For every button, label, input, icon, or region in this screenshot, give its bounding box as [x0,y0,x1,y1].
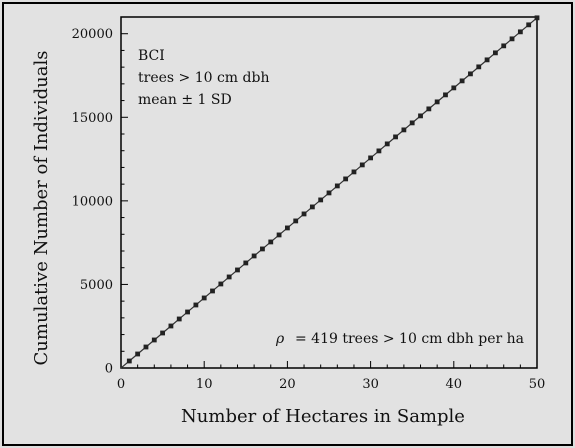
data-point [384,141,390,147]
data-point [243,260,249,266]
data-point [160,330,165,336]
data-point [334,183,340,189]
x-axis: 0 10 20 30 40 50 [117,361,545,392]
data-point [526,22,532,28]
y-axis-title: Cumulative Number of Individuals [31,51,52,366]
data-point [484,57,490,63]
annotation-rho-symbol: ρ [275,331,285,347]
data-point [476,64,482,70]
data-point [409,120,415,126]
data-point [376,148,382,154]
data-point [401,127,407,133]
data-point [201,295,207,301]
data-point [493,50,498,56]
data-point [309,204,315,210]
data-point [418,113,423,119]
data-point [193,302,199,308]
data-point [235,267,240,273]
data-point [260,246,265,252]
data-point [135,351,141,357]
data-point [293,218,299,224]
data-point [534,15,540,21]
annotation-statistic: mean ± 1 SD [138,92,232,108]
data-point [393,134,398,140]
data-point [301,211,307,217]
data-point [226,274,232,280]
data-point [351,169,357,175]
y-tick-label: 15000 [72,111,113,126]
data-point [326,190,332,196]
data-point [126,358,132,364]
data-point [176,316,182,322]
x-tick-label: 30 [362,377,379,392]
x-tick-label: 50 [529,377,546,392]
plot-area [120,16,538,369]
data-point [318,197,324,203]
data-point [185,309,190,315]
data-point [285,225,290,231]
y-tick-label: 10000 [72,194,113,209]
y-tick-label: 0 [105,362,113,377]
data-point [517,29,523,35]
annotation-site: BCI [138,48,165,64]
data-point [359,162,365,168]
data-point [168,323,174,329]
data-series [120,15,540,369]
x-tick-label: 40 [446,377,463,392]
data-point [443,92,448,98]
data-point [276,232,282,238]
data-point [368,155,373,161]
data-point [426,106,432,112]
data-point [143,344,149,350]
data-point [251,253,257,259]
data-point [268,239,274,245]
data-point [218,281,224,287]
data-point [434,99,440,105]
data-point [468,71,473,77]
x-tick-label: 10 [196,377,213,392]
x-axis-title: Number of Hectares in Sample [181,406,465,427]
y-tick-label: 20000 [72,27,113,42]
data-point [343,176,349,182]
y-axis: 0 5000 10000 15000 20000 [72,16,128,377]
x-tick-label: 20 [279,377,296,392]
data-point [501,43,507,49]
annotation-rho: = 419 trees > 10 cm dbh per ha [295,331,524,347]
data-point [459,78,465,84]
data-point [210,288,215,294]
data-point [151,337,157,343]
data-point [451,85,457,91]
plot-border [120,16,538,369]
x-tick-label: 0 [117,377,125,392]
data-point [509,36,515,42]
annotation-criterion: trees > 10 cm dbh [138,70,269,86]
y-tick-label: 5000 [80,278,113,293]
